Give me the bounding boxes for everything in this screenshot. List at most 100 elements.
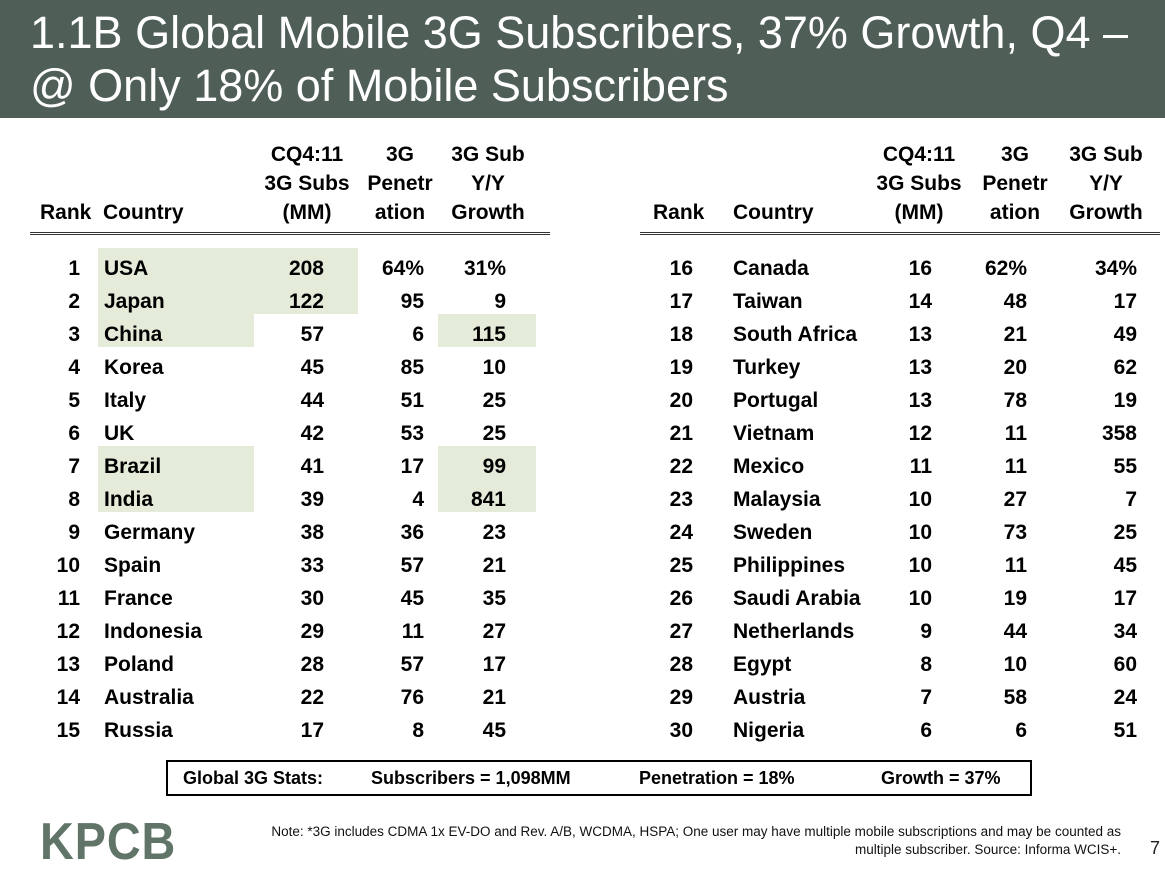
growth-cell: 25 <box>482 389 506 412</box>
penetration-cell: 48 <box>1003 290 1027 313</box>
rank-cell: 5 <box>68 389 80 412</box>
country-cell: Russia <box>104 719 173 742</box>
header-growth-right: 3G Sub Y/Y Growth <box>1069 143 1143 224</box>
growth-cell: 7 <box>1125 488 1137 511</box>
subs-cell: 45 <box>300 356 324 379</box>
rank-cell: 23 <box>669 488 693 511</box>
country-cell: Italy <box>104 389 147 412</box>
growth-cell: 21 <box>482 554 506 577</box>
penetration-cell: 11 <box>1004 422 1027 445</box>
growth-cell: 34 <box>1113 620 1137 643</box>
header-subs-right: CQ4:11 3G Subs (MM) <box>876 143 962 224</box>
country-cell: Poland <box>104 653 175 676</box>
highlight-china-growth <box>438 314 536 347</box>
penetration-cell: 51 <box>400 389 424 412</box>
country-cell: China <box>104 323 163 346</box>
subs-cell: 10 <box>908 554 932 577</box>
subs-cell: 22 <box>300 686 324 709</box>
country-cell: Turkey <box>733 356 801 379</box>
country-cell: Portugal <box>733 389 819 412</box>
growth-cell: 17 <box>1113 290 1137 313</box>
growth-cell: 841 <box>470 488 506 511</box>
header-subs-left: CQ4:11 3G Subs (MM) <box>264 143 350 224</box>
country-cell: Taiwan <box>733 290 803 313</box>
highlight-china-country <box>98 314 254 347</box>
rank-cell: 15 <box>56 719 80 742</box>
header-rule-right <box>640 232 1160 235</box>
penetration-cell: 76 <box>400 686 424 709</box>
slide-title: 1.1B Global Mobile 3G Subscribers, 37% G… <box>30 7 1129 111</box>
rank-cell: 2 <box>68 290 80 313</box>
subs-cell: 16 <box>908 257 932 280</box>
subs-cell: 10 <box>908 488 932 511</box>
penetration-cell: 27 <box>1003 488 1027 511</box>
footnote: Note: *3G includes CDMA 1x EV-DO and Rev… <box>271 824 1121 857</box>
growth-cell: 17 <box>482 653 506 676</box>
rank-cell: 22 <box>669 455 693 478</box>
penetration-cell: 20 <box>1003 356 1027 379</box>
rank-cell: 19 <box>669 356 693 379</box>
penetration-cell: 10 <box>1003 653 1027 676</box>
global-subscribers: Subscribers = 1,098MM <box>371 768 571 788</box>
subs-cell: 39 <box>300 488 324 511</box>
growth-cell: 9 <box>494 290 506 313</box>
subs-cell: 17 <box>300 719 324 742</box>
penetration-cell: 78 <box>1003 389 1027 412</box>
country-cell: Mexico <box>733 455 805 478</box>
growth-cell: 31% <box>463 257 506 280</box>
country-cell: Germany <box>104 521 196 544</box>
country-cell: India <box>104 488 154 511</box>
header-rank-left: Rank <box>40 201 92 224</box>
rank-cell: 25 <box>669 554 693 577</box>
growth-cell: 99 <box>482 455 506 478</box>
country-cell: Canada <box>733 257 809 280</box>
highlight-brazil-india-country <box>98 446 254 512</box>
header-growth-left: 3G Sub Y/Y Growth <box>451 143 525 224</box>
subs-cell: 33 <box>300 554 324 577</box>
growth-cell: 19 <box>1113 389 1137 412</box>
subs-cell: 122 <box>288 290 324 313</box>
penetration-cell: 85 <box>400 356 424 379</box>
rank-cell: 18 <box>669 323 693 346</box>
penetration-cell: 21 <box>1003 323 1027 346</box>
penetration-cell: 6 <box>412 323 424 346</box>
subs-cell: 10 <box>908 587 932 610</box>
subs-cell: 13 <box>908 356 932 379</box>
penetration-cell: 6 <box>1015 719 1027 742</box>
subs-cell: 14 <box>908 290 932 313</box>
growth-cell: 24 <box>1113 686 1137 709</box>
subs-cell: 30 <box>300 587 324 610</box>
growth-cell: 25 <box>482 422 506 445</box>
rank-cell: 30 <box>669 719 693 742</box>
subs-cell: 29 <box>300 620 324 643</box>
penetration-cell: 19 <box>1003 587 1027 610</box>
growth-cell: 27 <box>482 620 506 643</box>
highlight-usa-japan <box>98 248 358 314</box>
rank-cell: 10 <box>56 554 80 577</box>
growth-cell: 35 <box>482 587 506 610</box>
country-cell: Saudi Arabia <box>733 587 861 610</box>
subs-cell: 42 <box>300 422 324 445</box>
country-cell: Sweden <box>733 521 813 544</box>
subs-cell: 6 <box>920 719 932 742</box>
penetration-cell: 8 <box>412 719 424 742</box>
country-cell: Philippines <box>733 554 846 577</box>
growth-cell: 60 <box>1113 653 1137 676</box>
growth-cell: 45 <box>1113 554 1137 577</box>
growth-cell: 45 <box>482 719 506 742</box>
header-rule-left <box>30 232 550 235</box>
rank-cell: 13 <box>56 653 80 676</box>
subs-cell: 208 <box>288 257 324 280</box>
penetration-cell: 62% <box>984 257 1027 280</box>
country-cell: South Africa <box>733 323 858 346</box>
subs-cell: 44 <box>300 389 324 412</box>
penetration-cell: 57 <box>400 653 424 676</box>
growth-cell: 55 <box>1113 455 1137 478</box>
rank-cell: 14 <box>56 686 80 709</box>
country-cell: Malaysia <box>733 488 821 511</box>
country-cell: Australia <box>104 686 194 709</box>
rank-cell: 21 <box>669 422 693 445</box>
title-bar: 1.1B Global Mobile 3G Subscribers, 37% G… <box>0 0 1165 118</box>
global-growth: Growth = 37% <box>881 768 1001 788</box>
growth-cell: 17 <box>1113 587 1137 610</box>
